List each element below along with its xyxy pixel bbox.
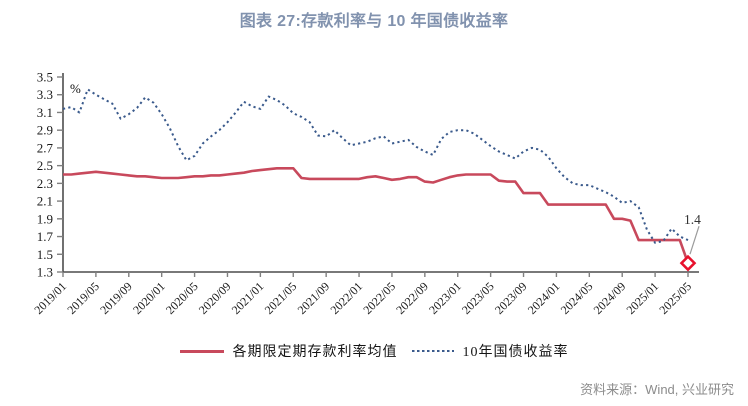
x-tick-label: 2020/05 [163,279,201,317]
x-tick-label: 2023/05 [459,279,497,317]
legend-label: 10年国债收益率 [462,345,569,360]
x-tick-label: 2024/09 [591,279,629,317]
x-tick-label: 2020/01 [130,279,168,317]
chart-title: 图表 27:存款利率与 10 年国债收益率 [239,13,509,30]
x-tick-label: 2022/01 [327,279,365,317]
y-tick-label: 3.5 [37,70,53,85]
annotation-leader-line [689,225,700,255]
source-note: 资料来源：Wind, 兴业研究 [580,382,734,397]
x-tick-label: 2020/09 [196,279,234,317]
x-tick-label: 2023/01 [426,279,464,317]
y-tick-label: 2.1 [37,194,53,209]
y-tick-label: 3.3 [37,87,53,102]
x-tick-label: 2025/01 [624,279,662,317]
y-tick-label: 1.3 [37,265,53,280]
y-tick-label: 2.5 [37,158,53,173]
y-tick-label: 2.7 [37,140,54,155]
annotation-label: 1.4 [684,212,701,227]
x-tick-label: 2021/05 [262,279,300,317]
x-tick-label: 2023/09 [492,279,530,317]
y-tick-label: 2.3 [37,176,53,191]
x-tick-label: 2021/01 [229,279,267,317]
bond-yield-line [62,88,689,244]
deposit-rate-line [63,167,690,264]
y-axis-unit-label: % [70,81,81,96]
legend-item-deposit-rate: 各期限定期存款利率均值 [179,341,398,361]
legend: 各期限定期存款利率均值 10年国债收益率 [0,341,748,361]
dotted-line-swatch-icon [411,349,454,353]
y-tick-label: 2.9 [37,123,53,138]
x-tick-label: 2024/05 [558,279,596,317]
x-tick-label: 2019/05 [64,279,102,317]
x-tick-label: 2019/09 [97,279,135,317]
x-tick-label: 2022/05 [360,279,398,317]
line-chart: 3.53.33.12.92.72.52.32.11.91.71.51.32019… [31,70,701,317]
x-tick-label: 2021/09 [295,279,333,317]
legend-label: 各期限定期存款利率均值 [232,345,398,360]
x-tick-label: 2024/01 [525,279,563,317]
y-tick-label: 3.1 [37,105,53,120]
end-marker-diamond [679,254,697,272]
x-tick-label: 2025/05 [656,279,694,317]
x-tick-label: 2022/09 [393,279,431,317]
legend-item-bond-yield: 10年国债收益率 [411,341,569,361]
y-tick-label: 1.5 [37,247,53,262]
x-tick-label: 2019/01 [31,279,69,317]
solid-line-swatch-icon [179,349,224,353]
y-tick-label: 1.7 [37,229,54,244]
y-tick-label: 1.9 [37,211,53,226]
